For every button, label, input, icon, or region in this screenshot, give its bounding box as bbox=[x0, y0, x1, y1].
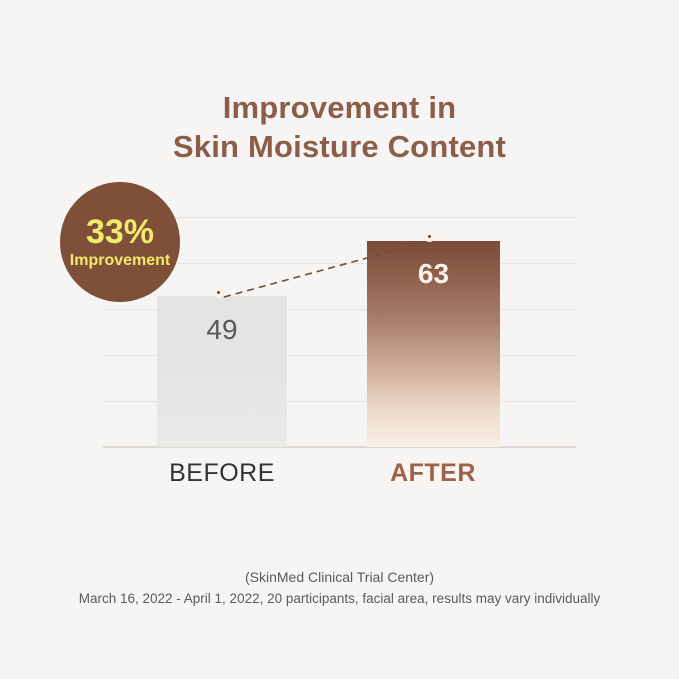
footer: (SkinMed Clinical Trial Center) March 16… bbox=[0, 566, 679, 610]
gridline bbox=[103, 217, 576, 218]
chart-title: Improvement in Skin Moisture Content bbox=[0, 88, 679, 166]
value-before: 49 bbox=[206, 314, 238, 345]
gridline bbox=[103, 309, 576, 310]
category-label-after: AFTER bbox=[390, 459, 476, 487]
bar-after: 63 bbox=[367, 241, 500, 447]
improvement-badge: 33% Improvement bbox=[60, 182, 180, 302]
footer-source: (SkinMed Clinical Trial Center) bbox=[244, 569, 435, 585]
footer-disclaimer: March 16, 2022 - April 1, 2022, 20 parti… bbox=[78, 591, 601, 606]
gridline bbox=[103, 355, 576, 356]
category-label-before: BEFORE bbox=[169, 459, 275, 487]
chart-title-line2: Skin Moisture Content bbox=[172, 129, 507, 164]
axis-baseline bbox=[103, 446, 576, 448]
gridline bbox=[103, 401, 576, 402]
bar-before: 49 bbox=[157, 296, 287, 447]
data-point-before bbox=[213, 287, 224, 298]
chart-title-line1: Improvement in bbox=[222, 90, 457, 125]
data-point-after bbox=[424, 231, 435, 242]
value-after: 63 bbox=[417, 258, 450, 289]
improvement-label: Improvement bbox=[69, 251, 171, 269]
improvement-percent: 33% bbox=[85, 212, 155, 251]
